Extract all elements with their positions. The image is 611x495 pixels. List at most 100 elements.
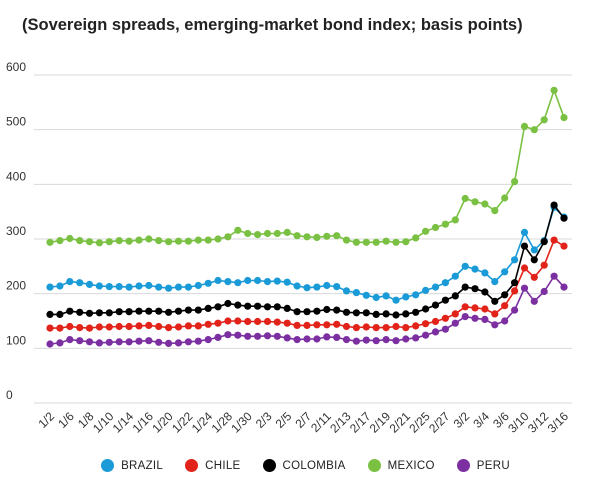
- legend-item-chile: CHILE: [185, 459, 240, 472]
- point-mexico-24: [283, 228, 291, 236]
- point-peru-25: [293, 336, 301, 344]
- point-mexico-39: [431, 223, 440, 232]
- legend-label: BRAZIL: [121, 459, 164, 472]
- point-brazil-32: [362, 291, 370, 299]
- point-brazil-41: [451, 272, 459, 280]
- point-mexico-20: [244, 229, 252, 238]
- point-peru-23: [273, 332, 281, 340]
- point-peru-17: [214, 333, 222, 341]
- point-mexico-8: [125, 237, 133, 245]
- point-peru-16: [204, 336, 212, 344]
- point-colombia-52: [560, 214, 568, 222]
- point-colombia-12: [165, 308, 173, 316]
- point-brazil-43: [471, 265, 479, 273]
- x-tick-label: 1/2: [35, 409, 57, 431]
- point-mexico-9: [135, 236, 143, 244]
- point-brazil-4: [85, 280, 94, 288]
- point-peru-42: [461, 313, 469, 321]
- point-brazil-9: [135, 282, 143, 290]
- point-colombia-2: [66, 307, 74, 315]
- point-peru-3: [76, 337, 84, 345]
- point-brazil-33: [372, 293, 380, 302]
- point-chile-47: [510, 287, 519, 295]
- point-brazil-34: [382, 292, 390, 300]
- point-colombia-27: [313, 307, 321, 315]
- point-brazil-5: [95, 282, 103, 290]
- point-chile-26: [303, 321, 311, 329]
- point-mexico-48: [520, 122, 529, 130]
- point-mexico-4: [85, 238, 94, 246]
- point-chile-22: [263, 317, 272, 326]
- point-mexico-51: [550, 86, 558, 94]
- point-colombia-28: [323, 305, 331, 314]
- point-chile-14: [184, 322, 192, 330]
- point-mexico-41: [451, 216, 459, 224]
- point-peru-37: [412, 334, 420, 342]
- point-mexico-50: [540, 116, 548, 124]
- point-chile-23: [273, 318, 281, 326]
- x-tick-label: 3/2: [451, 409, 473, 431]
- legend-label: MEXICO: [387, 459, 435, 472]
- point-mexico-47: [510, 178, 519, 186]
- point-chile-11: [155, 322, 163, 331]
- point-chile-35: [392, 322, 400, 331]
- point-peru-15: [194, 337, 202, 345]
- point-colombia-13: [174, 307, 183, 315]
- point-mexico-19: [234, 226, 242, 234]
- point-colombia-43: [471, 285, 479, 293]
- point-brazil-25: [293, 282, 301, 290]
- point-peru-14: [184, 338, 192, 346]
- point-brazil-18: [224, 278, 232, 286]
- point-mexico-29: [333, 232, 341, 240]
- point-colombia-45: [491, 297, 499, 305]
- point-colombia-6: [105, 309, 113, 317]
- point-chile-34: [382, 324, 390, 332]
- point-peru-22: [263, 332, 272, 340]
- point-colombia-46: [501, 291, 509, 299]
- legend-label: COLOMBIA: [282, 459, 346, 472]
- point-chile-2: [66, 322, 74, 331]
- point-colombia-20: [244, 302, 252, 310]
- y-tick-label: 0: [6, 388, 13, 402]
- point-brazil-10: [145, 281, 153, 290]
- point-brazil-21: [254, 276, 262, 285]
- point-chile-39: [431, 317, 440, 326]
- point-brazil-36: [402, 293, 410, 301]
- y-axis-ticks: 0 100 200 300 400 500 600: [6, 60, 26, 402]
- point-colombia-4: [85, 309, 94, 317]
- y-tick-label: 500: [6, 115, 26, 129]
- point-peru-33: [372, 337, 380, 345]
- point-chile-0: [46, 324, 54, 332]
- point-mexico-17: [214, 235, 222, 243]
- point-colombia-24: [283, 304, 291, 312]
- point-peru-52: [560, 283, 568, 291]
- point-chile-5: [95, 323, 103, 331]
- point-brazil-28: [323, 281, 331, 290]
- point-chile-25: [293, 321, 301, 329]
- point-brazil-24: [283, 278, 291, 286]
- point-peru-20: [244, 332, 252, 340]
- point-brazil-20: [244, 276, 252, 285]
- point-peru-48: [520, 284, 529, 292]
- point-mexico-49: [530, 126, 538, 134]
- legend-swatch: [101, 459, 115, 472]
- point-colombia-31: [352, 309, 360, 317]
- series-line-mexico: [49, 87, 565, 244]
- point-brazil-6: [105, 283, 113, 291]
- point-colombia-48: [520, 242, 529, 250]
- point-peru-51: [550, 272, 558, 280]
- point-peru-10: [145, 337, 153, 345]
- point-colombia-25: [293, 308, 301, 316]
- y-tick-label: 200: [6, 279, 26, 293]
- point-brazil-2: [66, 278, 74, 286]
- point-peru-13: [174, 339, 183, 347]
- point-brazil-16: [204, 279, 212, 287]
- point-colombia-21: [254, 302, 262, 310]
- point-mexico-32: [362, 238, 370, 246]
- point-chile-40: [441, 314, 449, 322]
- point-colombia-7: [115, 308, 123, 316]
- point-colombia-3: [76, 308, 84, 316]
- point-colombia-22: [263, 303, 272, 311]
- point-peru-30: [342, 336, 351, 344]
